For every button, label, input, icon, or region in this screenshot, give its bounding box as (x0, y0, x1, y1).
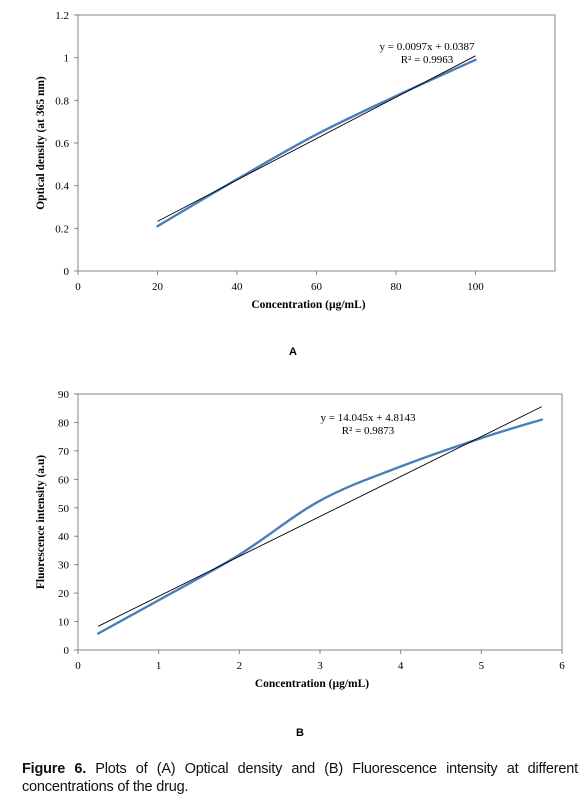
chart-b-y-tick-label: 30 (58, 560, 70, 572)
figure-caption-label: Figure 6. (22, 761, 87, 777)
chart-a-y-tick-label: 0.6 (55, 138, 69, 150)
chart-b-x-tick-label: 3 (317, 660, 323, 672)
chart-b-y-tick-label: 40 (58, 531, 70, 543)
chart-b-x-tick-label: 2 (237, 660, 243, 672)
chart-b-x-tick-label: 5 (479, 660, 485, 672)
chart-b-x-tick-label: 6 (559, 660, 565, 672)
chart-b-panel-label: B (296, 727, 304, 739)
chart-a-x-tick-label: 40 (232, 281, 244, 293)
chart-b-y-tick-label: 70 (58, 446, 70, 458)
chart-a-x-tick-label: 20 (152, 281, 164, 293)
chart-a-y-tick-label: 1.2 (55, 10, 69, 22)
chart-b-y-tick-label: 0 (64, 645, 70, 657)
chart-b-y-tick-label: 90 (58, 389, 70, 401)
chart-b-y-tick-label: 60 (58, 474, 70, 486)
chart-a-y-tick-label: 0.2 (55, 223, 69, 235)
chart-a-x-axis-title: Concentration (µg/mL) (251, 299, 365, 311)
chart-b-y-tick-label: 50 (58, 503, 70, 515)
chart-b-data-line (96, 418, 544, 635)
chart-a-equation-r-squared: R² = 0.9963 (401, 54, 454, 66)
chart-a-y-tick-label: 0 (64, 266, 70, 278)
chart-b-y-tick-label: 80 (58, 417, 70, 429)
chart-a-data-line (156, 58, 477, 228)
chart-a-y-tick-label: 1 (64, 53, 70, 65)
chart-b-y-tick-label: 10 (58, 617, 70, 629)
chart-a-y-tick-label: 0.4 (55, 181, 69, 193)
chart-b-equation-r-squared: R² = 0.9873 (342, 425, 395, 437)
chart-b-y-axis-title: Fluorescence intensity (a.u) (35, 455, 47, 589)
chart-b-x-axis-title: Concentration (µg/mL) (255, 678, 369, 690)
chart-a-x-tick-label: 80 (391, 281, 403, 293)
chart-a-y-axis-title: Optical density (at 365 nm) (35, 76, 47, 210)
figure-charts: 00.20.40.60.811.20 20 40 60 80 100Concentrati… (35, 10, 565, 739)
chart-a-equation-fit: y = 0.0097x + 0.0387 (380, 41, 475, 53)
chart-a-x-tick-label: 60 (311, 281, 323, 293)
figure-caption-text: Plots of (A) Optical density and (B) Flu… (22, 761, 578, 795)
chart-b-x-tick-label: 4 (398, 660, 404, 672)
chart-b-y-tick-label: 20 (58, 588, 70, 600)
chart-b-equation-fit: y = 14.045x + 4.8143 (321, 412, 416, 424)
chart-b-x-tick-label: 1 (156, 660, 162, 672)
chart-a-plot-area (77, 14, 556, 272)
chart-b-trendline (97, 406, 543, 627)
chart-a-panel-label: A (289, 346, 297, 358)
chart-a-trendline (157, 55, 476, 222)
chart-a-x-tick-label: 0 (75, 281, 81, 293)
figure-caption: Figure 6. Plots of (A) Optical density a… (22, 760, 578, 796)
chart-a-x-tick-label: 100 (467, 281, 484, 293)
chart-a-y-tick-label: 0.8 (55, 95, 69, 107)
chart-b-x-tick-label: 0 (75, 660, 81, 672)
